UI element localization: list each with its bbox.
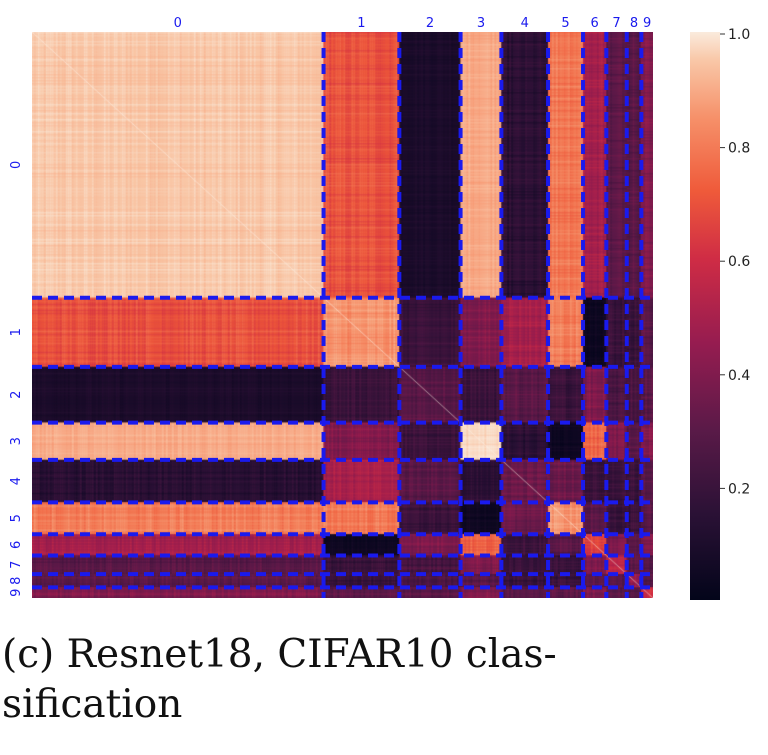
colorbar-gradient: [690, 32, 720, 600]
y-tick-6: 6: [9, 541, 24, 549]
y-tick-7: 7: [9, 561, 24, 569]
x-tick-8: 8: [630, 16, 638, 31]
x-tick-1: 1: [357, 16, 365, 31]
colorbar-tick-0.6: 0.6: [728, 254, 750, 270]
x-tick-3: 3: [477, 16, 485, 31]
colorbar-tick-1.0: 1.0: [728, 27, 750, 43]
y-tick-8: 8: [9, 577, 24, 585]
x-tick-9: 9: [643, 16, 651, 31]
class-block-dividers: [32, 32, 653, 598]
x-tick-4: 4: [521, 16, 529, 31]
y-tick-2: 2: [9, 391, 24, 399]
y-tick-5: 5: [9, 514, 24, 522]
colorbar-tick-0.8: 0.8: [728, 141, 750, 157]
y-tick-1: 1: [9, 328, 24, 336]
heatmap-cells: [32, 32, 653, 598]
y-tick-4: 4: [9, 477, 24, 485]
figure-caption: (c) Resnet18, CIFAR10 clas- sification: [2, 630, 762, 730]
colorbar: 1.0 0.8 0.6 0.4 0.2: [690, 27, 750, 600]
y-tick-9: 9: [9, 589, 24, 597]
x-tick-7: 7: [612, 16, 620, 31]
similarity-matrix: [32, 32, 653, 598]
y-tick-3: 3: [9, 437, 24, 445]
x-tick-6: 6: [591, 16, 599, 31]
colorbar-ticks: 1.0 0.8 0.6 0.4 0.2: [720, 27, 750, 497]
x-tick-2: 2: [426, 16, 434, 31]
caption-line-2: sification: [2, 682, 183, 727]
colorbar-tick-0.4: 0.4: [728, 368, 750, 384]
y-tick-labels: 0 1 2 3 4 5 6 7 8 9: [9, 161, 24, 597]
colorbar-tick-0.2: 0.2: [728, 481, 750, 497]
x-tick-5: 5: [561, 16, 569, 31]
y-tick-0: 0: [9, 161, 24, 169]
x-tick-0: 0: [174, 16, 182, 31]
caption-line-1: (c) Resnet18, CIFAR10 clas-: [2, 632, 557, 677]
